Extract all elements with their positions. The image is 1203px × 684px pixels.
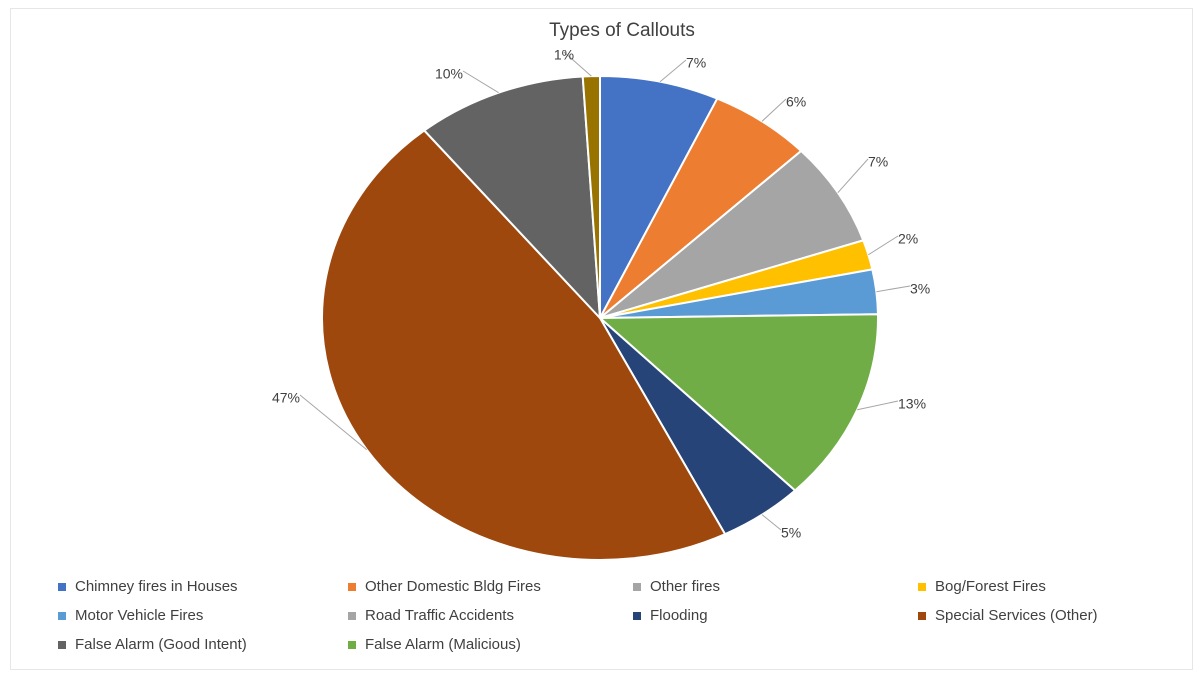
data-label-other-fires: 7% bbox=[868, 154, 888, 170]
legend-item-other-fires: Other fires bbox=[633, 572, 918, 601]
legend-swatch bbox=[918, 582, 926, 591]
data-label-flooding: 5% bbox=[781, 525, 801, 541]
legend-item-bog-forest-fires: Bog/Forest Fires bbox=[918, 572, 1178, 601]
pie-slice-other-fires bbox=[599, 149, 865, 319]
legend-item-motor-vehicle-fires: Motor Vehicle Fires bbox=[58, 601, 348, 630]
pie-slice-chimney-fires-in-houses bbox=[599, 74, 719, 319]
legend-label: Bog/Forest Fires bbox=[935, 578, 1046, 595]
legend-swatch bbox=[633, 582, 641, 591]
legend-swatch bbox=[58, 640, 66, 649]
legend-swatch bbox=[918, 611, 926, 620]
legend-label: False Alarm (Malicious) bbox=[365, 636, 521, 653]
legend-label: Flooding bbox=[650, 607, 708, 624]
leader-line-other-fires bbox=[837, 158, 869, 194]
legend-label: Motor Vehicle Fires bbox=[75, 607, 204, 624]
legend-label: Chimney fires in Houses bbox=[75, 578, 238, 595]
legend-label: False Alarm (Good Intent) bbox=[75, 636, 247, 653]
legend-item-flooding: Flooding bbox=[633, 601, 918, 630]
legend-label: Other fires bbox=[650, 578, 721, 595]
legend-label: Other Domestic Bldg Fires bbox=[365, 578, 541, 595]
legend-item-false-alarm-good-intent: False Alarm (Good Intent) bbox=[58, 630, 348, 659]
leader-line-road-traffic-accidents bbox=[857, 400, 899, 411]
legend-item-chimney-fires-in-houses: Chimney fires in Houses bbox=[58, 572, 348, 601]
legend-item-road-traffic-accidents: Road Traffic Accidents bbox=[348, 601, 633, 630]
legend-item-false-alarm-malicious: False Alarm (Malicious) bbox=[348, 630, 633, 659]
legend-swatch bbox=[58, 611, 66, 620]
chart-title: Types of Callouts bbox=[549, 20, 695, 41]
leader-line-bog-forest-fires bbox=[868, 235, 899, 256]
legend-swatch bbox=[348, 640, 356, 649]
leader-line-false-alarm-malicious bbox=[563, 51, 592, 77]
leader-line-chimney-fires-in-houses bbox=[659, 59, 687, 83]
data-labels: 7% 6% 7% 2% 3% 13% 5% 47% 10% 1% bbox=[272, 47, 930, 541]
legend-item-other-domestic-bldg-fires: Other Domestic Bldg Fires bbox=[348, 572, 633, 601]
legend-label: Road Traffic Accidents bbox=[365, 607, 514, 624]
leader-lines bbox=[299, 51, 911, 531]
legend-label: Special Services (Other) bbox=[935, 607, 1098, 624]
data-label-road-traffic-accidents: 13% bbox=[898, 396, 926, 412]
legend-item-special-services-other: Special Services (Other) bbox=[918, 601, 1178, 630]
data-label-chimney-fires-in-houses: 7% bbox=[686, 55, 706, 71]
legend-swatch bbox=[348, 611, 356, 620]
data-label-false-alarm-good-intent: 10% bbox=[435, 66, 463, 82]
data-label-motor-vehicle-fires: 3% bbox=[910, 281, 930, 297]
legend-swatch bbox=[633, 611, 641, 620]
legend: Chimney fires in Houses Other Domestic Bl… bbox=[58, 572, 1178, 659]
pie-slice-false-alarm-malicious bbox=[581, 74, 601, 319]
leader-line-motor-vehicle-fires bbox=[876, 285, 911, 293]
leader-line-false-alarm-good-intent bbox=[462, 70, 499, 94]
legend-swatch bbox=[348, 582, 356, 591]
data-label-special-services-other: 47% bbox=[272, 390, 300, 406]
leader-line-special-services-other bbox=[299, 394, 368, 451]
data-label-false-alarm-malicious: 1% bbox=[554, 47, 574, 63]
pie-slice-road-traffic-accidents bbox=[597, 313, 879, 492]
data-label-bog-forest-fires: 2% bbox=[898, 231, 918, 247]
data-label-other-domestic-bldg-fires: 6% bbox=[786, 94, 806, 110]
leader-line-other-domestic-bldg-fires bbox=[761, 98, 787, 122]
leader-line-flooding bbox=[761, 514, 782, 531]
pie-slice-false-alarm-good-intent bbox=[422, 75, 602, 321]
legend-swatch bbox=[58, 582, 66, 591]
pie-slices bbox=[321, 74, 879, 561]
pie-slice-special-services-other bbox=[321, 129, 727, 561]
